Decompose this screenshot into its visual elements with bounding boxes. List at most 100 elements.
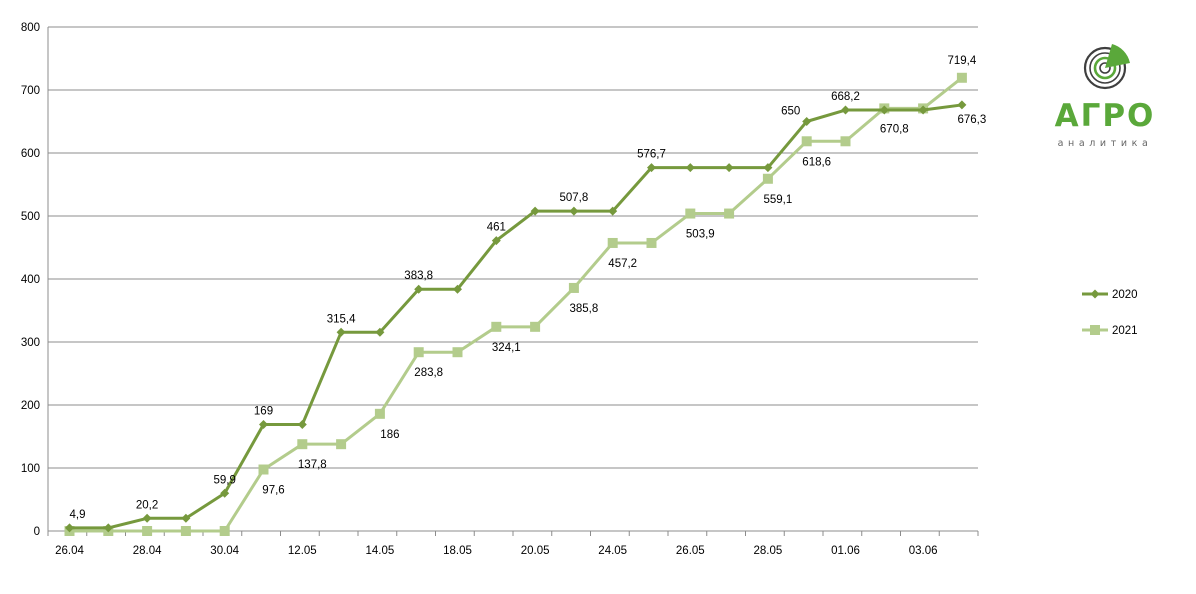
series-2021-marker <box>568 282 579 293</box>
data-label: 650 <box>781 106 800 118</box>
series-2020-marker <box>918 105 928 115</box>
y-tick-label: 700 <box>21 85 40 97</box>
data-label: 283,8 <box>414 367 443 379</box>
series-2020-marker <box>336 327 346 337</box>
series-2021-data-labels: 97,6 137,8 186 283,8 324,1 385,8 457,2 503,9 559… <box>262 55 977 497</box>
data-label: 457,2 <box>608 258 637 270</box>
legend-item-2021: 2021 <box>1082 325 1138 337</box>
data-label: 59,9 <box>214 474 236 486</box>
data-label: 324,1 <box>492 342 521 354</box>
series-2020-marker <box>530 206 540 216</box>
data-label: 507,8 <box>560 192 589 204</box>
data-label: 97,6 <box>262 485 284 497</box>
series-2020-marker <box>259 420 268 430</box>
x-axis-tick-labels: 26.04 28.04 30.04 12.05 14.05 18.05 20.05 24.05… <box>55 545 937 557</box>
x-tick-label: 20.05 <box>521 545 550 557</box>
series-2021-marker <box>452 347 463 358</box>
series-2020-marker <box>724 163 734 173</box>
x-tick-label: 03.06 <box>909 545 938 557</box>
series-2021-line <box>69 76 963 533</box>
data-label: 186 <box>380 429 399 441</box>
grid-lines <box>48 26 978 469</box>
x-tick-label: 28.04 <box>133 545 162 557</box>
y-tick-label: 400 <box>21 274 40 286</box>
series-2020-marker <box>841 105 850 115</box>
series-2021-marker <box>180 526 191 536</box>
data-label: 461 <box>487 222 506 234</box>
series-2020-marker <box>414 284 424 294</box>
series-2021 <box>64 72 967 536</box>
x-tick-label: 28.05 <box>754 545 783 557</box>
series-2020-marker <box>647 163 656 173</box>
legend-label: 2021 <box>1112 325 1138 337</box>
data-label: 169 <box>254 406 273 418</box>
series-2020-marker <box>802 117 812 126</box>
data-label: 315,4 <box>327 313 356 325</box>
series-2020-data-labels: 4,9 20,2 59,9 169 315,4 383,8 461 507,8 576,7 650… <box>70 91 987 521</box>
data-label: 576,7 <box>637 149 666 161</box>
series-2021-marker <box>646 237 657 248</box>
y-tick-label: 600 <box>21 148 40 160</box>
data-label: 137,8 <box>298 459 327 471</box>
x-tick-label: 18.05 <box>443 545 472 557</box>
series-2021-marker <box>956 72 967 83</box>
series-2020-marker <box>763 163 773 173</box>
y-tick-label: 500 <box>21 211 40 223</box>
y-tick-label: 100 <box>21 463 40 475</box>
legend: 2020 2021 <box>1082 289 1138 337</box>
series-2020-marker <box>65 523 74 533</box>
data-label: 719,4 <box>948 55 977 67</box>
data-label: 4,9 <box>70 509 86 521</box>
series-2020-marker <box>103 523 113 533</box>
series-2020-marker <box>297 420 307 430</box>
y-tick-label: 300 <box>21 337 40 349</box>
logo-subtitle: аналитика <box>1057 138 1153 149</box>
x-tick-label: 26.04 <box>55 545 84 557</box>
y-axis-tick-labels: 0 100 200 300 400 500 600 700 800 <box>21 22 40 538</box>
series-2020 <box>65 100 967 533</box>
data-label: 668,2 <box>831 91 860 103</box>
axes <box>47 27 979 536</box>
series-2021-marker <box>607 237 618 248</box>
data-label: 618,6 <box>802 156 831 168</box>
legend-label: 2020 <box>1112 289 1138 301</box>
y-tick-label: 0 <box>34 526 40 538</box>
x-tick-label: 30.04 <box>210 545 239 557</box>
series-2020-marker <box>453 284 462 294</box>
x-tick-label: 26.05 <box>676 545 705 557</box>
x-tick-label: 24.05 <box>598 545 627 557</box>
series-2020-marker <box>181 513 191 523</box>
series-2021-marker <box>142 526 153 536</box>
series-2021-marker <box>530 321 541 332</box>
series-2020-marker <box>220 488 230 498</box>
series-2020-marker <box>569 206 579 216</box>
legend-marker <box>1090 325 1100 335</box>
data-label: 503,9 <box>686 229 715 241</box>
data-label: 20,2 <box>136 499 158 511</box>
series-2021-marker <box>297 439 308 450</box>
y-tick-label: 200 <box>21 400 40 412</box>
series-2020-marker <box>608 206 618 216</box>
series-2021-marker <box>724 208 735 219</box>
legend-marker <box>1090 289 1100 299</box>
data-label: 385,8 <box>570 303 599 315</box>
series-2020-marker <box>142 513 152 523</box>
series-layer: 4,9 20,2 59,9 169 315,4 383,8 461 507,8 576,7 650… <box>64 55 987 536</box>
x-tick-label: 12.05 <box>288 545 317 557</box>
series-2020-marker <box>957 100 967 110</box>
series-2021-marker <box>491 321 502 332</box>
series-2021-marker <box>685 208 696 219</box>
y-tick-label: 800 <box>21 22 40 34</box>
series-2020-marker <box>375 327 385 337</box>
series-2021-marker <box>336 439 347 450</box>
series-2020-marker <box>879 105 889 115</box>
series-2021-marker <box>762 173 773 184</box>
data-label: 676,3 <box>958 114 987 126</box>
series-2021-marker <box>801 136 812 147</box>
series-2020-line <box>69 103 963 530</box>
data-label: 670,8 <box>880 123 909 135</box>
series-2021-marker <box>840 136 851 147</box>
series-2021-marker <box>258 464 269 475</box>
legend-item-2020: 2020 <box>1082 289 1138 301</box>
